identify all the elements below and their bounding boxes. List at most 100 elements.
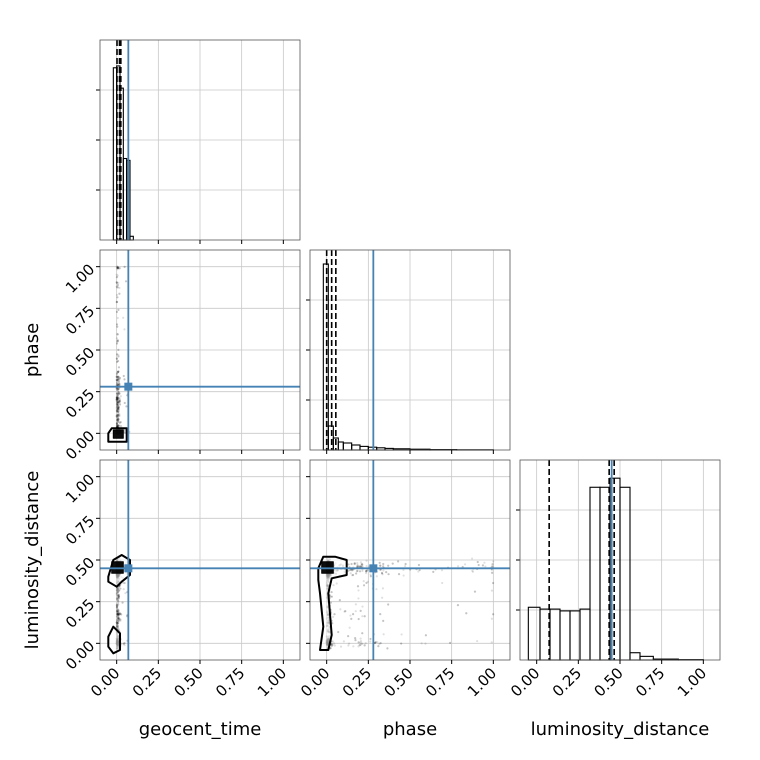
scatter-point xyxy=(115,281,119,284)
scatter-point xyxy=(117,370,120,373)
scatter-point xyxy=(119,421,122,424)
scatter-point xyxy=(354,636,357,640)
scatter-point xyxy=(116,589,119,592)
scatter-point xyxy=(116,397,119,401)
scatter-point xyxy=(382,562,385,566)
scatter-point xyxy=(116,613,119,616)
scatter-point xyxy=(456,565,460,568)
scatter-point xyxy=(378,642,381,646)
scatter-point xyxy=(378,561,381,564)
scatter-point xyxy=(491,571,494,574)
scatter-point xyxy=(115,357,119,360)
scatter-point xyxy=(116,265,119,268)
scatter-point xyxy=(117,420,120,423)
scatter-point xyxy=(484,565,487,568)
scatter-point xyxy=(116,613,119,616)
y-tick-label: 0.25 xyxy=(62,385,98,421)
scatter-point xyxy=(117,613,120,616)
scatter-point xyxy=(117,587,120,590)
scatter-point xyxy=(338,599,341,602)
scatter-point xyxy=(118,589,121,592)
scatter-point xyxy=(116,316,119,320)
scatter-point xyxy=(491,581,495,585)
hist-bar-geocent_time xyxy=(129,235,134,241)
scatter-point xyxy=(377,644,380,648)
scatter-point xyxy=(387,573,390,576)
scatter-point xyxy=(115,372,119,375)
scatter-point xyxy=(115,396,119,399)
scatter-point xyxy=(352,645,355,648)
scatter-point xyxy=(116,265,119,268)
scatter-point xyxy=(449,641,452,644)
scatter-point xyxy=(115,398,119,401)
scatter-point xyxy=(115,387,118,390)
scatter-point xyxy=(117,348,120,351)
scatter-point xyxy=(119,587,122,590)
scatter-point xyxy=(490,617,493,620)
scatter-point xyxy=(116,283,120,287)
scatter-point xyxy=(115,621,119,624)
scatter-point xyxy=(116,375,120,378)
scatter-point xyxy=(365,565,368,568)
scatter-point xyxy=(115,285,118,288)
scatter-point xyxy=(118,421,121,424)
scatter-point xyxy=(116,379,119,382)
scatter-point xyxy=(116,333,119,336)
scatter-point xyxy=(115,381,119,384)
scatter-point xyxy=(123,328,126,331)
scatter-point xyxy=(117,353,120,357)
scatter-point xyxy=(379,568,382,571)
scatter-point xyxy=(118,392,121,395)
scatter-point xyxy=(476,560,479,564)
scatter-point xyxy=(357,565,360,568)
scatter-point xyxy=(397,560,400,563)
scatter-point xyxy=(117,391,120,394)
scatter-point xyxy=(116,375,120,378)
scatter-point xyxy=(116,267,120,270)
scatter-point xyxy=(363,615,366,618)
scatter-point xyxy=(465,612,468,615)
scatter-point xyxy=(117,425,120,428)
scatter-point xyxy=(339,608,342,611)
scatter-point xyxy=(117,401,120,404)
scatter-point xyxy=(116,413,119,417)
scatter-point xyxy=(116,621,119,625)
scatter-point xyxy=(115,621,118,624)
scatter-point xyxy=(117,405,120,409)
scatter-point xyxy=(357,597,360,600)
scatter-point xyxy=(117,613,120,616)
x-axis-label: luminosity_distance xyxy=(531,719,710,740)
scatter-point xyxy=(117,410,120,413)
scatter-point xyxy=(116,383,119,386)
scatter-point xyxy=(115,619,119,622)
scatter-point xyxy=(116,605,119,608)
scatter-point xyxy=(116,382,119,385)
scatter-point xyxy=(116,418,119,422)
scatter-point xyxy=(116,266,119,270)
scatter-point xyxy=(116,388,119,391)
scatter-point xyxy=(357,641,360,644)
scatter-point xyxy=(116,417,119,421)
scatter-point xyxy=(115,357,119,360)
scatter-point xyxy=(115,424,119,427)
scatter-point xyxy=(116,383,120,386)
scatter-point xyxy=(115,342,119,345)
scatter-point xyxy=(115,422,119,426)
scatter-point xyxy=(463,563,467,566)
x-tick-label: 1.00 xyxy=(674,664,710,700)
scatter-point xyxy=(117,621,120,624)
scatter-point xyxy=(369,575,372,578)
scatter-point xyxy=(331,643,334,646)
scatter-point xyxy=(115,372,119,375)
scatter-point xyxy=(385,571,388,574)
scatter-point xyxy=(347,644,350,647)
scatter-point xyxy=(115,414,118,418)
scatter-point xyxy=(116,266,119,270)
scatter-point xyxy=(331,640,335,643)
scatter-point xyxy=(397,573,401,576)
scatter-point xyxy=(116,626,120,629)
scatter-point xyxy=(117,424,120,427)
scatter-point xyxy=(116,415,119,418)
scatter-point xyxy=(119,424,122,427)
scatter-point xyxy=(115,422,119,425)
